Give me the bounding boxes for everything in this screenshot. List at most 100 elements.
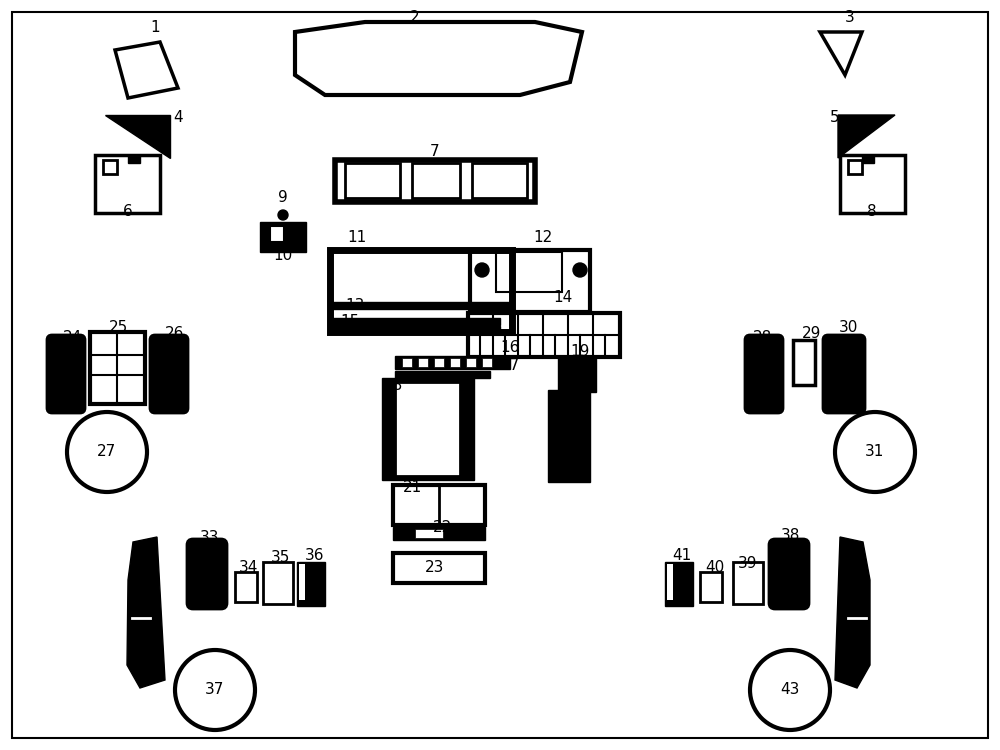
Text: 11: 11 [347,230,367,245]
Bar [393,553,485,583]
Bar [297,562,325,606]
Text: 6: 6 [123,205,133,220]
Text: 20: 20 [562,407,582,422]
Circle shape [475,263,489,277]
Text: 32: 32 [138,590,158,605]
Bar [335,160,535,202]
Text: 13: 13 [345,298,365,313]
Text: 27: 27 [97,445,117,460]
Polygon shape [838,115,895,158]
Bar [840,155,905,213]
Bar [382,378,474,480]
Bar [345,163,400,198]
Bar [128,155,140,163]
Bar [667,564,673,600]
Text: 43: 43 [780,682,800,698]
Bar [95,155,160,213]
Bar [468,313,620,357]
Bar [393,527,485,540]
Text: 5: 5 [830,110,840,125]
Bar [496,252,562,292]
Text: 36: 36 [305,548,325,562]
Text: 37: 37 [205,682,225,698]
Text: 29: 29 [802,326,822,340]
Text: 4: 4 [173,110,183,125]
Bar [793,340,815,385]
Bar [733,562,763,604]
Text: 24: 24 [62,331,82,346]
Bar [395,371,490,378]
Bar [466,358,476,367]
Bar [395,356,510,369]
Bar [330,250,512,332]
Text: 26: 26 [165,326,185,340]
Text: 1: 1 [150,20,160,35]
Text: 17: 17 [500,358,520,373]
Text: 18: 18 [383,377,403,392]
Text: 40: 40 [705,560,725,575]
Bar [90,332,145,404]
Text: 3: 3 [845,10,855,26]
Text: 33: 33 [200,530,220,545]
Bar [235,572,257,602]
Bar [862,155,874,163]
FancyBboxPatch shape [823,335,865,413]
Bar [260,222,306,252]
Bar [263,562,293,604]
Text: 19: 19 [570,344,590,359]
Bar [418,358,428,367]
Text: 31: 31 [865,445,885,460]
Bar [270,226,284,242]
FancyBboxPatch shape [150,335,188,413]
FancyBboxPatch shape [769,539,809,609]
Text: 34: 34 [238,560,258,575]
Text: 30: 30 [838,320,858,335]
Bar [548,390,590,482]
Text: 7: 7 [430,145,440,160]
Text: 25: 25 [108,320,128,335]
Text: 9: 9 [278,190,288,206]
Circle shape [278,210,288,220]
Text: 12: 12 [533,230,553,245]
Text: 28: 28 [752,331,772,346]
Text: 15: 15 [340,314,360,329]
Text: 41: 41 [672,548,692,562]
Bar [402,358,412,367]
FancyBboxPatch shape [187,539,227,609]
FancyBboxPatch shape [47,335,85,413]
Polygon shape [127,537,165,688]
Bar [665,562,693,606]
FancyBboxPatch shape [745,335,783,413]
Polygon shape [105,115,170,158]
Text: 16: 16 [500,340,520,356]
Bar [103,160,117,174]
Bar [415,529,443,538]
Bar [472,163,527,198]
Text: 35: 35 [270,550,290,566]
Bar [330,302,512,309]
Bar [434,358,444,367]
Polygon shape [835,537,870,688]
Text: 2: 2 [410,10,420,26]
Bar [450,358,460,367]
Text: 42: 42 [843,590,863,605]
Bar [848,160,862,174]
Bar [470,250,590,312]
Text: 8: 8 [867,205,877,220]
Bar [412,163,460,198]
Bar [558,358,596,392]
Bar [395,382,460,476]
Text: 22: 22 [433,520,453,536]
Text: 39: 39 [738,556,758,571]
Text: 10: 10 [273,248,293,262]
Text: 14: 14 [553,290,573,304]
Bar [482,358,492,367]
Bar [330,318,500,325]
Text: 38: 38 [780,527,800,542]
Text: 23: 23 [425,560,445,575]
Text: 21: 21 [403,479,423,494]
Circle shape [573,263,587,277]
Bar [299,564,305,600]
Bar [700,572,722,602]
Bar [393,485,485,525]
